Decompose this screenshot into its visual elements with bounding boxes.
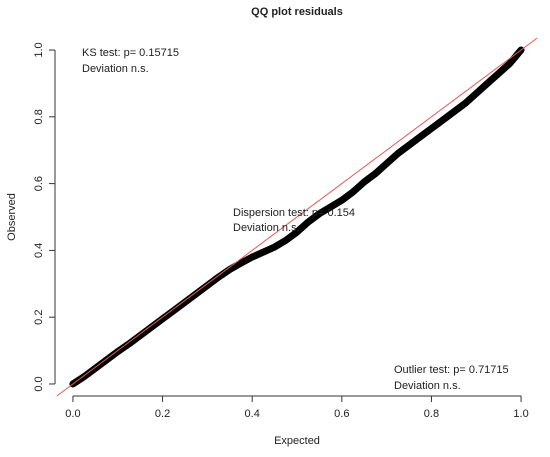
annotation: Deviation n.s. <box>82 63 149 75</box>
x-tick-label: 1.0 <box>513 408 528 420</box>
x-tick-label: 0.6 <box>334 408 349 420</box>
chart-title: QQ plot residuals <box>251 6 343 18</box>
x-tick-label: 0.2 <box>155 408 170 420</box>
x-tick-label: 0.8 <box>424 408 439 420</box>
annotation: Deviation n.s. <box>394 380 461 392</box>
annotation: Outlier test: p= 0.71715 <box>394 364 509 376</box>
qq-line <box>69 46 525 388</box>
y-tick-label: 0.0 <box>33 376 45 391</box>
y-axis-label: Observed <box>6 193 18 241</box>
annotation: KS test: p= 0.15715 <box>82 47 179 59</box>
annotation: Dispersion test: p= 0.154 <box>233 207 355 219</box>
y-tick-label: 0.4 <box>33 243 45 258</box>
annotation: Deviation n.s. <box>233 222 300 234</box>
y-tick-label: 0.2 <box>33 310 45 325</box>
y-tick-label: 0.6 <box>33 176 45 191</box>
x-axis-label: Expected <box>274 435 320 447</box>
reference-line <box>56 37 538 397</box>
x-tick-label: 0.4 <box>245 408 260 420</box>
y-tick-label: 0.8 <box>33 109 45 124</box>
x-tick-label: 0.0 <box>65 408 80 420</box>
y-tick-label: 1.0 <box>33 42 45 57</box>
